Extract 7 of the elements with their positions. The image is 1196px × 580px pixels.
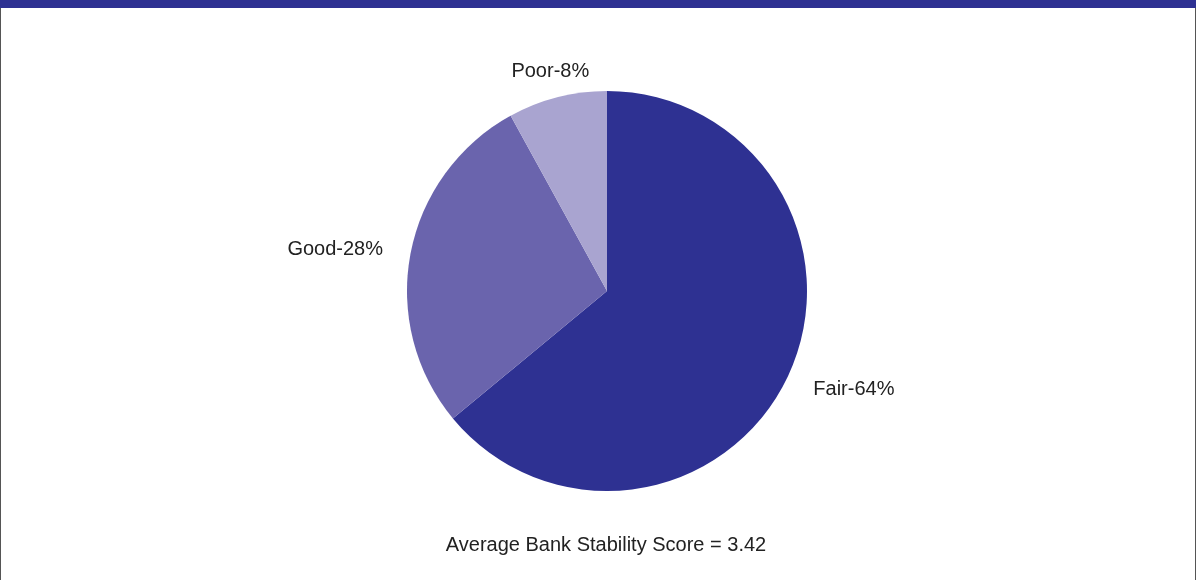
slice-label: Poor-8%	[511, 59, 590, 82]
pie-slice	[452, 91, 807, 491]
pie-slice	[510, 91, 607, 291]
slice-label: Good-28%	[287, 237, 384, 260]
text: Average Bank Stability Score = 3.42	[444, 533, 768, 556]
slice-label: Fair-64%	[813, 377, 895, 400]
pie-slice	[407, 115, 607, 419]
